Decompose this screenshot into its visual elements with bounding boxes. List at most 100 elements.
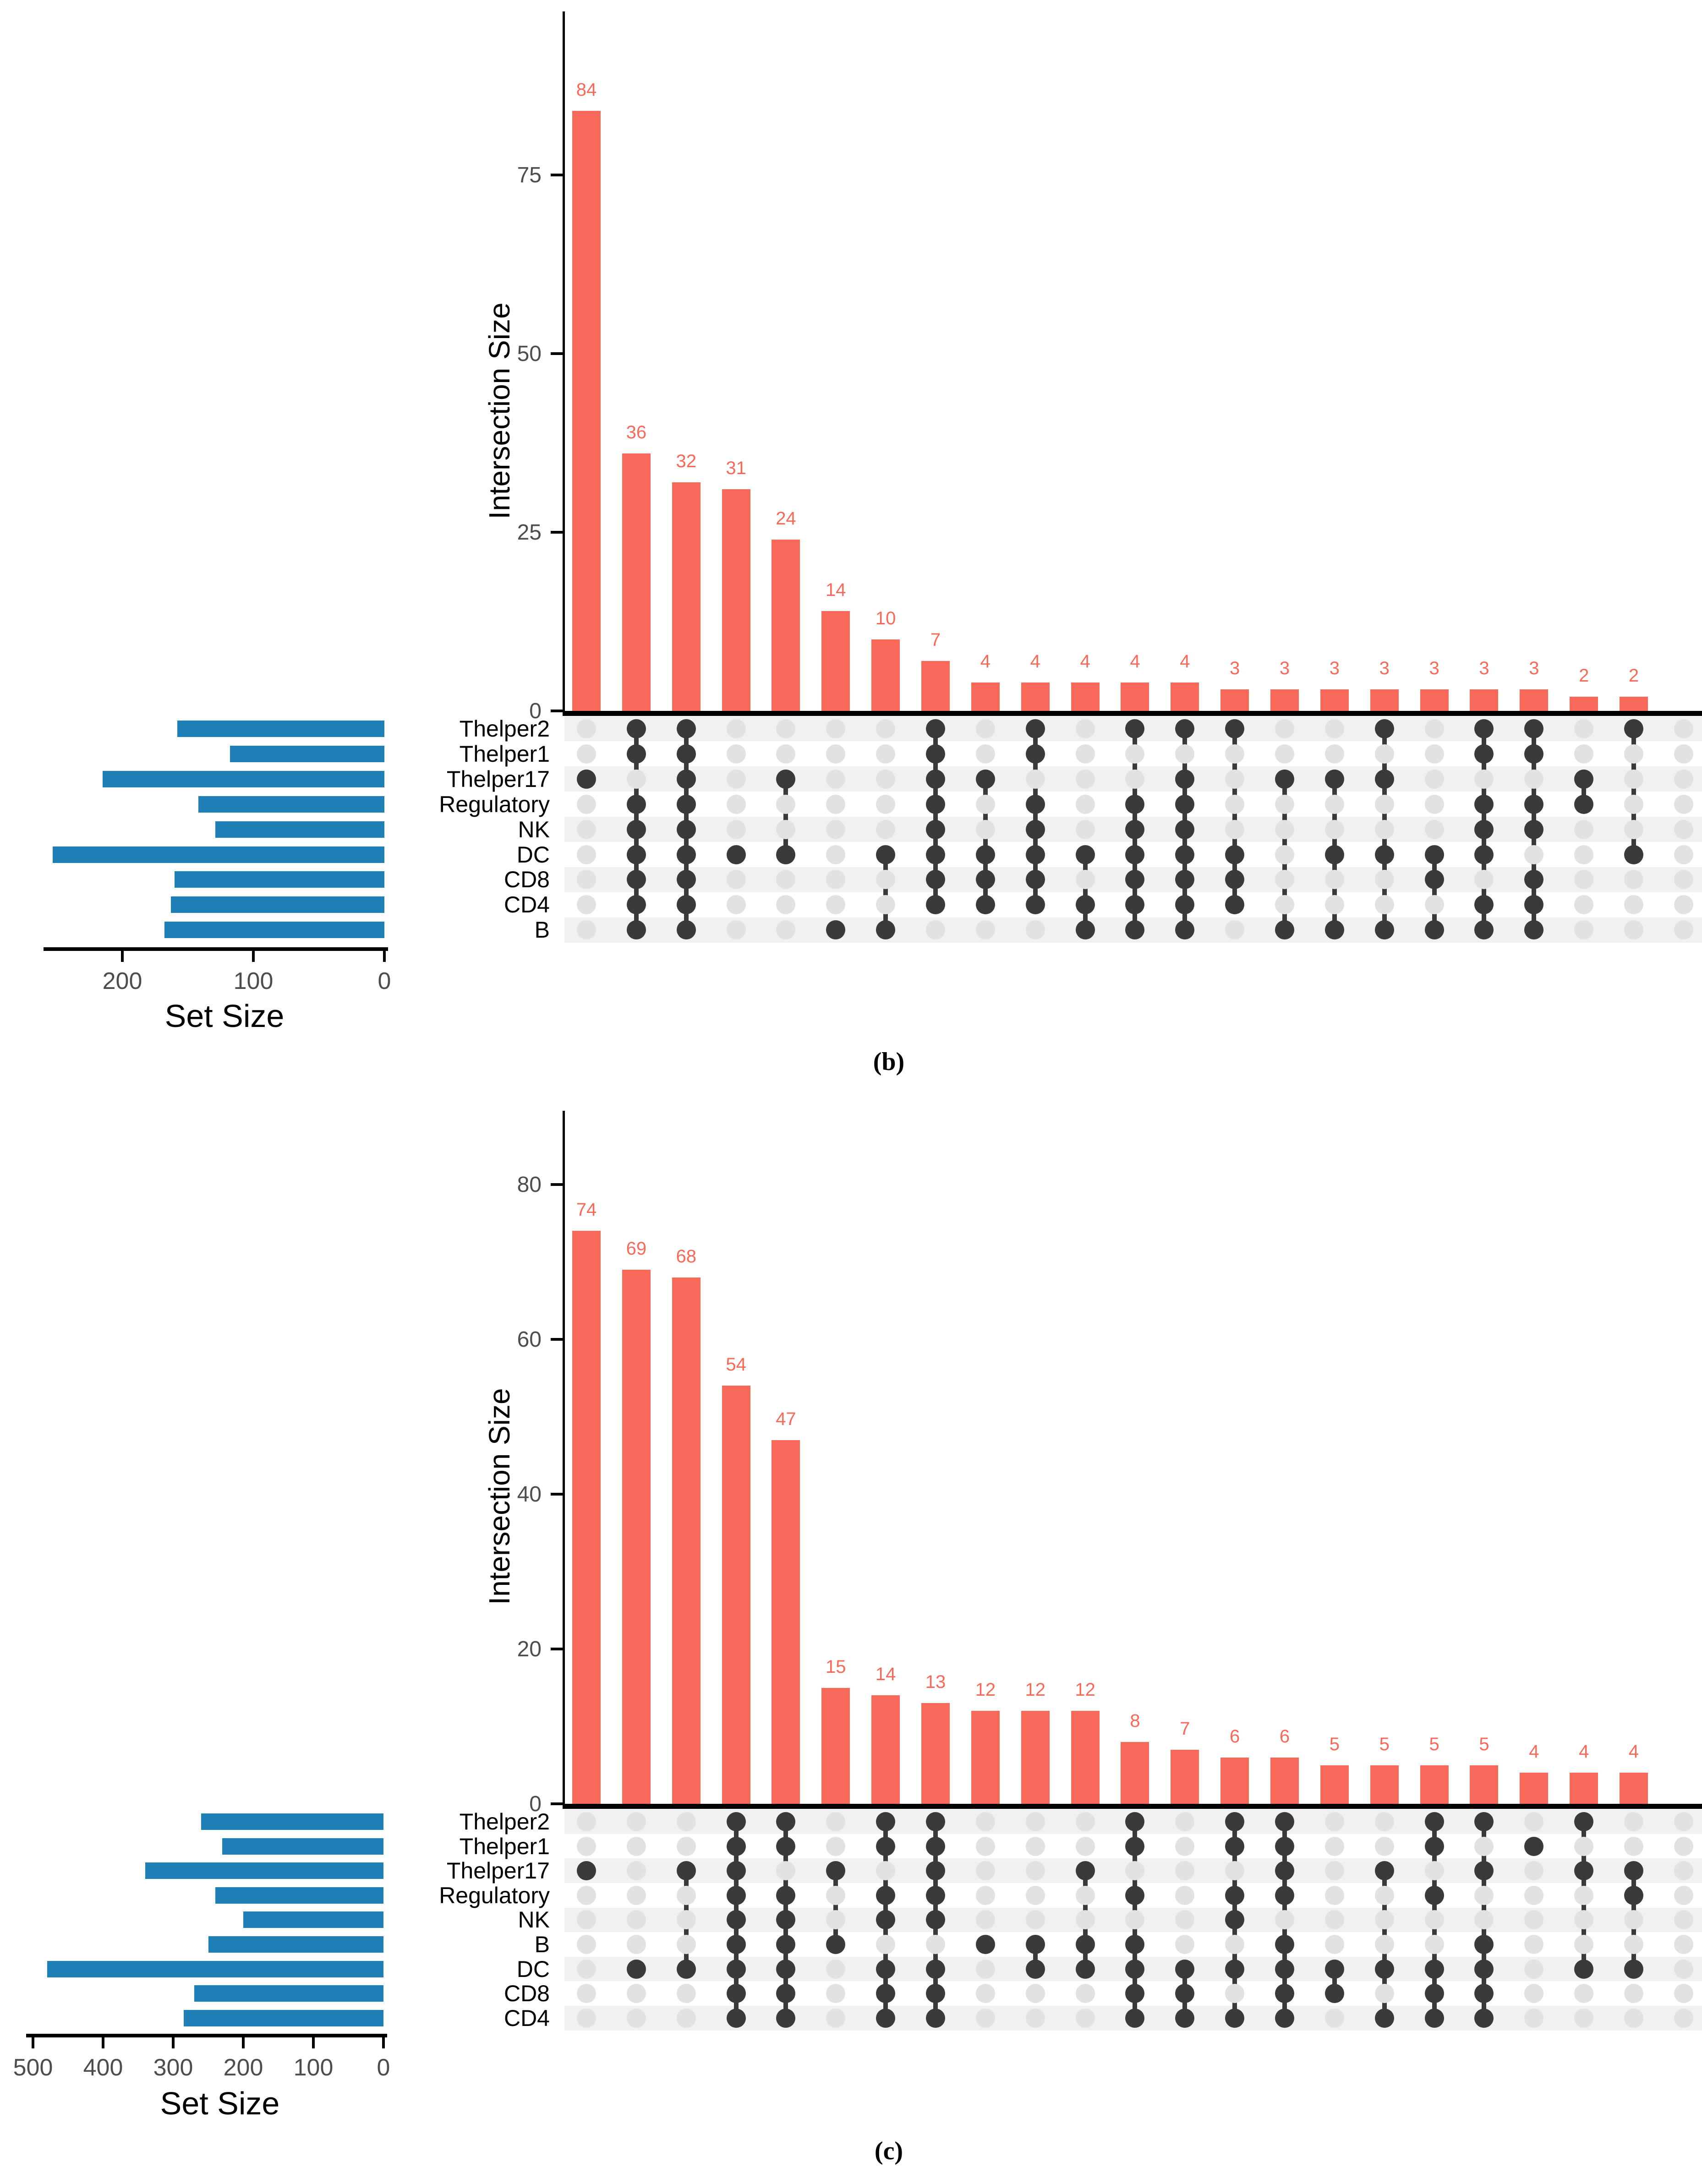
matrix-dot-active (1324, 769, 1344, 789)
matrix-dot-inactive (1275, 744, 1295, 764)
set-size-bar (47, 1960, 383, 1977)
intersection-bar (772, 1440, 800, 1804)
set-size-bar (208, 1936, 383, 1953)
y-axis-tick (551, 1648, 564, 1650)
matrix-dot-inactive (1324, 744, 1344, 764)
matrix-dot-inactive (1025, 1836, 1045, 1856)
intersection-baseline (563, 711, 1702, 716)
set-size-tick (102, 2037, 104, 2048)
matrix-dot-inactive (626, 1984, 646, 2004)
y-axis-tick-label: 60 (517, 1327, 542, 1352)
matrix-dot-inactive (1075, 719, 1095, 738)
set-size-axis (26, 2034, 387, 2037)
matrix-dot-inactive (726, 769, 746, 789)
matrix-dot-active (1424, 1812, 1444, 1831)
matrix-dot-inactive (676, 1910, 696, 1930)
matrix-dot-inactive (975, 1885, 995, 1905)
intersection-bar (1270, 689, 1299, 711)
matrix-dot-active (1175, 719, 1195, 738)
set-size-axis (44, 947, 388, 951)
matrix-dot-active (1175, 1984, 1195, 2004)
matrix-dot-inactive (1324, 895, 1344, 915)
matrix-dot-active (926, 1885, 946, 1905)
matrix-dot-inactive (1674, 920, 1693, 940)
matrix-dot-inactive (1374, 744, 1394, 764)
set-size-axis-label-b: Set Size (164, 998, 285, 1034)
intersection-bar-value: 84 (576, 79, 597, 100)
matrix-dot-active (1524, 719, 1544, 738)
matrix-dot-active (1125, 1959, 1145, 1979)
intersection-bar (1021, 1711, 1050, 1804)
matrix-dot-inactive (1424, 895, 1444, 915)
matrix-dot-inactive (876, 719, 896, 738)
matrix-dot-inactive (776, 870, 796, 890)
matrix-dot-active (676, 920, 696, 940)
matrix-dot-inactive (626, 769, 646, 789)
matrix-dot-inactive (626, 1910, 646, 1930)
set-size-bar (183, 2009, 383, 2026)
matrix-dot-inactive (1674, 719, 1693, 738)
matrix-dot-active (1374, 769, 1394, 789)
matrix-dot-active (876, 845, 896, 864)
matrix-dot-inactive (1225, 920, 1245, 940)
matrix-dot-active (1275, 920, 1295, 940)
matrix-dot-inactive (577, 895, 596, 915)
set-size-tick (121, 951, 124, 962)
matrix-dot-active (1225, 719, 1245, 738)
matrix-dot-active (577, 1861, 596, 1881)
matrix-dot-active (1374, 719, 1394, 738)
intersection-bar-value: 24 (776, 508, 796, 529)
matrix-dot-active (1025, 794, 1045, 814)
set-size-bar (215, 821, 384, 838)
matrix-connector (783, 779, 788, 855)
matrix-dot-inactive (1175, 1836, 1195, 1856)
matrix-dot-inactive (1624, 870, 1644, 890)
matrix-dot-inactive (826, 870, 846, 890)
matrix-dot-active (826, 1861, 846, 1881)
matrix-dot-inactive (1474, 870, 1494, 890)
matrix-dot-inactive (1674, 1861, 1693, 1881)
matrix-dot-inactive (1275, 719, 1295, 738)
intersection-bar-value: 3 (1479, 658, 1489, 679)
matrix-dot-inactive (1624, 794, 1644, 814)
intersection-bar (1220, 1757, 1249, 1804)
matrix-dot-inactive (1275, 819, 1295, 839)
matrix-dot-inactive (1075, 769, 1095, 789)
matrix-dot-inactive (1324, 819, 1344, 839)
matrix-dot-inactive (1324, 1885, 1344, 1905)
matrix-dot-inactive (826, 2008, 846, 2028)
matrix-dot-inactive (726, 870, 746, 890)
matrix-dot-inactive (626, 1885, 646, 1905)
matrix-dot-active (726, 1885, 746, 1905)
matrix-dot-active (926, 1910, 946, 1930)
intersection-bar-value: 68 (676, 1246, 696, 1267)
intersection-bar (1520, 689, 1549, 711)
matrix-dot-active (1424, 1959, 1444, 1979)
matrix-dot-inactive (726, 744, 746, 764)
matrix-dot-inactive (1674, 1812, 1693, 1831)
matrix-dot-inactive (577, 920, 596, 940)
matrix-dot-inactive (1524, 1812, 1544, 1831)
intersection-bar (1021, 682, 1050, 711)
set-size-bar (215, 1887, 383, 1904)
matrix-dot-active (676, 895, 696, 915)
intersection-bar-value: 3 (1429, 658, 1439, 679)
matrix-dot-active (1225, 2008, 1245, 2028)
matrix-dot-active (926, 1984, 946, 2004)
y-axis-tick-label: 0 (529, 699, 542, 723)
matrix-dot-inactive (975, 920, 995, 940)
matrix-dot-active (1175, 920, 1195, 940)
matrix-dot-active (776, 2008, 796, 2028)
matrix-dot-inactive (876, 819, 896, 839)
matrix-dot-active (1374, 1959, 1394, 1979)
matrix-dot-active (1324, 845, 1344, 864)
matrix-dot-inactive (1624, 1910, 1644, 1930)
matrix-dot-active (1025, 1959, 1045, 1979)
matrix-row-label: Thelper2 (459, 1809, 550, 1835)
matrix-dot-active (1125, 1984, 1145, 2004)
matrix-dot-inactive (1075, 1812, 1095, 1831)
matrix-dot-inactive (1275, 1910, 1295, 1930)
panel-caption-b: (b) (873, 1048, 905, 1076)
matrix-dot-active (776, 1959, 796, 1979)
matrix-dot-active (676, 769, 696, 789)
